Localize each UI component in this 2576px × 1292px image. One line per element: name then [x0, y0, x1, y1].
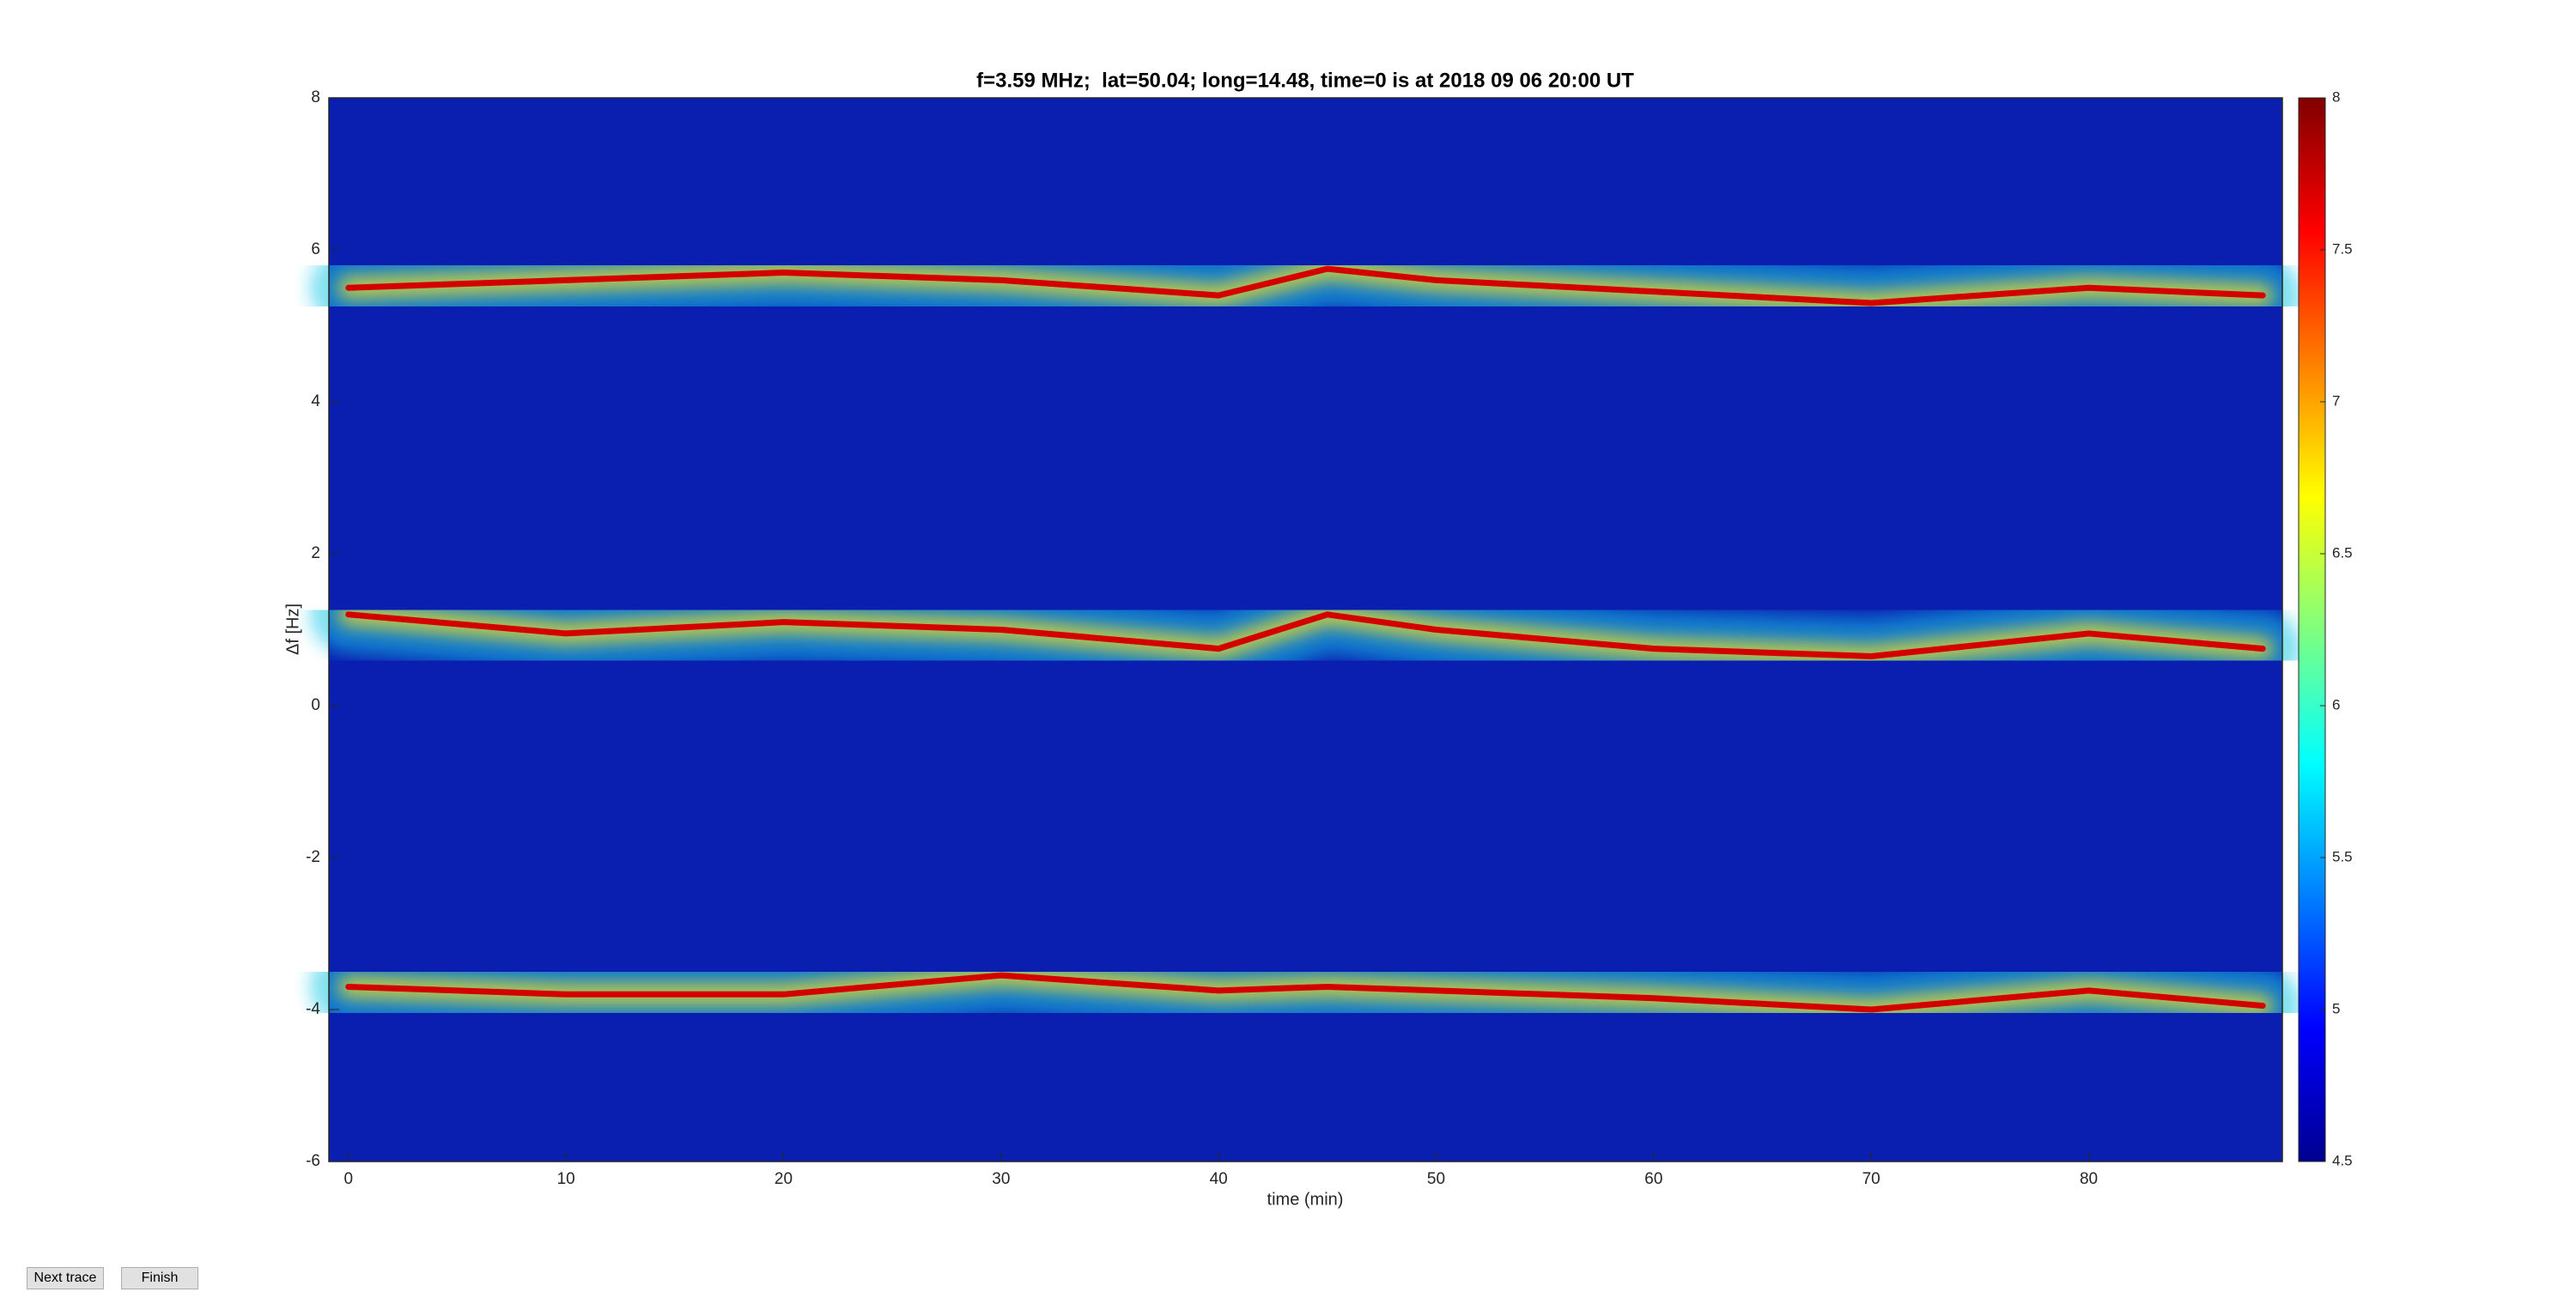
- colorbar-tick-label: 8: [2332, 88, 2340, 105]
- x-tick-label: 10: [557, 1170, 575, 1188]
- x-tick-label: 70: [1862, 1170, 1880, 1188]
- y-tick-label: -4: [306, 1000, 320, 1018]
- y-tick-label: 6: [311, 240, 320, 258]
- chart-title: f=3.59 MHz; lat=50.04; long=14.48, time=…: [976, 69, 1634, 92]
- y-tick-label: -6: [306, 1152, 320, 1170]
- y-tick-label: 8: [311, 88, 320, 106]
- x-tick-label: 60: [1644, 1170, 1662, 1188]
- colorbar-tick-label: 4.5: [2332, 1152, 2353, 1168]
- x-tick-label: 50: [1427, 1170, 1445, 1188]
- y-tick-label: 2: [311, 544, 320, 562]
- y-axis-label: Δf [Hz]: [283, 604, 302, 655]
- y-tick-label: -2: [306, 848, 320, 866]
- y-tick-label: 0: [311, 696, 320, 714]
- colorbar-tick-label: 7.5: [2332, 240, 2353, 257]
- trace: [345, 265, 2266, 306]
- y-tick-label: 4: [311, 392, 320, 410]
- colorbar: [2298, 97, 2326, 1162]
- x-tick-label: 0: [344, 1170, 354, 1188]
- colorbar-tick-label: 6: [2332, 696, 2340, 713]
- x-tick-label: 40: [1210, 1170, 1228, 1188]
- trace: [345, 611, 2266, 659]
- chart: f=3.59 MHz; lat=50.04; long=14.48, time=…: [283, 69, 2353, 1209]
- plot-frame: [328, 97, 2283, 1162]
- colorbar-tick-label: 5: [2332, 1000, 2340, 1016]
- x-tick-label: 80: [2080, 1170, 2098, 1188]
- colorbar-tick-label: 5.5: [2332, 848, 2353, 864]
- x-axis-label: time (min): [1267, 1190, 1344, 1209]
- next-trace-button[interactable]: Next trace: [27, 1267, 104, 1289]
- x-tick-label: 30: [992, 1170, 1010, 1188]
- colorbar-tick-label: 7: [2332, 392, 2340, 409]
- colorbar-tick-label: 6.5: [2332, 544, 2353, 561]
- trace: [345, 972, 2266, 1013]
- finish-button[interactable]: Finish: [121, 1267, 198, 1289]
- x-tick-label: 20: [775, 1170, 793, 1188]
